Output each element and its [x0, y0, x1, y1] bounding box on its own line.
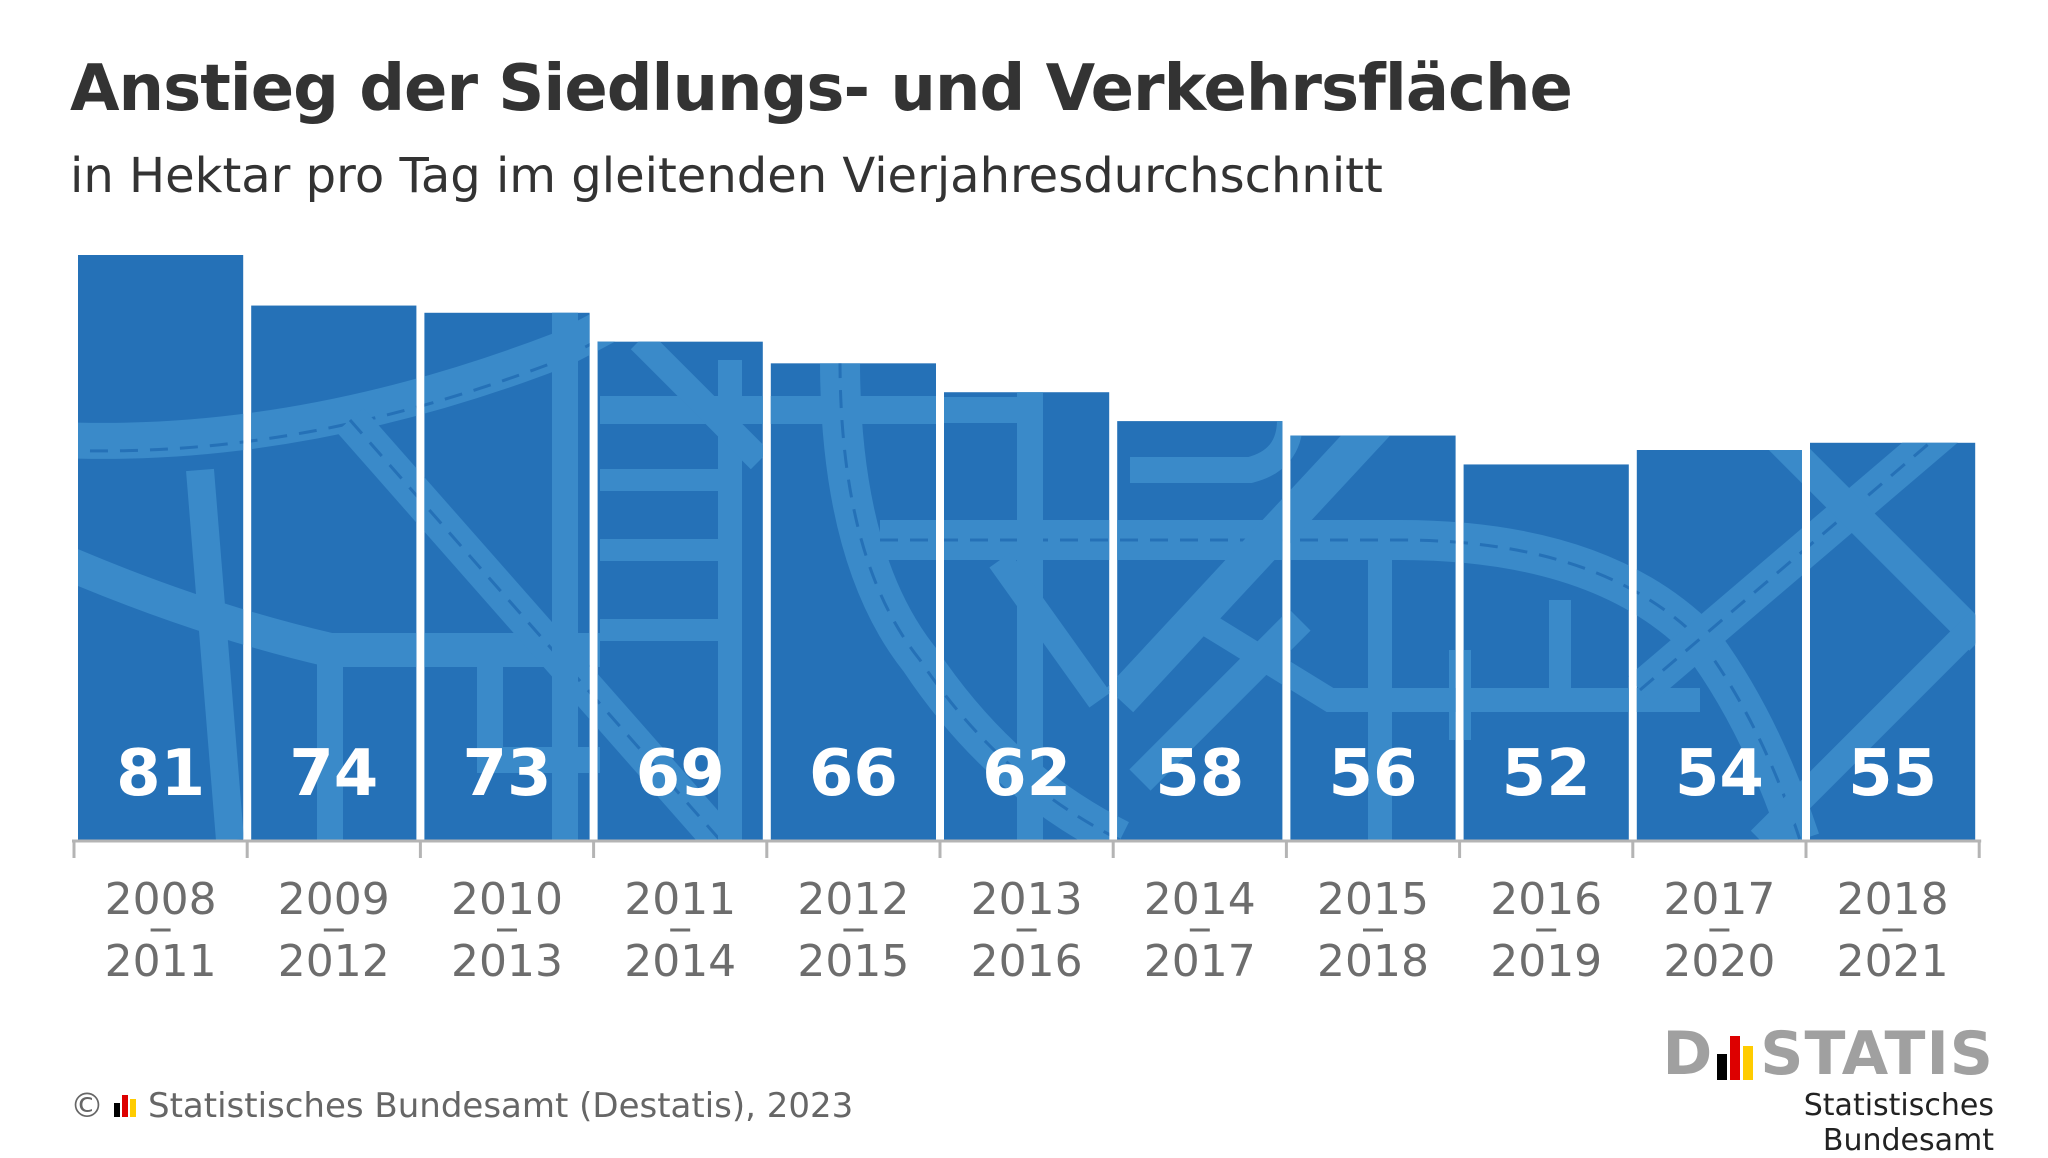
tick-label-start-4: 2012	[797, 874, 909, 925]
tick-label-end-7: 2018	[1317, 936, 1429, 987]
tick-label-end-4: 2015	[797, 936, 909, 987]
destatis-logo: D STATIS Statistisches Bundesamt	[1654, 1024, 1994, 1158]
value-labels: 81 74 73 69 66 62 58 56 52 54 55	[116, 737, 1937, 811]
logo-word-right: STATIS	[1760, 1019, 1994, 1089]
tick-label-start-2: 2010	[451, 874, 563, 925]
value-label-4: 66	[809, 737, 898, 811]
value-label-6: 58	[1155, 737, 1244, 811]
tick-label-start-8: 2016	[1490, 874, 1602, 925]
value-label-8: 52	[1502, 737, 1591, 811]
value-label-2: 73	[462, 737, 551, 811]
bar-chart: 81 74 73 69 66 62 58 56 52 54 55 20082011200920122…	[72, 255, 1982, 987]
tick-label-end-6: 2017	[1144, 936, 1256, 987]
logo-subtitle: Statistisches Bundesamt	[1803, 1088, 1994, 1158]
value-label-0: 81	[116, 737, 205, 811]
tick-label-end-8: 2019	[1490, 936, 1602, 987]
logo-word-left: D	[1662, 1019, 1714, 1089]
tick-label-start-10: 2018	[1837, 874, 1949, 925]
chart-title: Anstieg der Siedlungs- und Verkehrsfläch…	[70, 52, 1573, 126]
copyright-symbol: ©	[70, 1086, 104, 1126]
tick-label-end-5: 2016	[971, 936, 1083, 987]
x-axis	[72, 839, 1982, 858]
value-label-3: 69	[636, 737, 725, 811]
value-label-1: 74	[289, 737, 378, 811]
tick-label-start-3: 2011	[624, 874, 736, 925]
tick-label-start-5: 2013	[971, 874, 1083, 925]
tick-label-start-0: 2008	[105, 874, 217, 925]
value-label-5: 62	[982, 737, 1071, 811]
flag-icon	[114, 1095, 138, 1117]
value-label-9: 54	[1675, 737, 1764, 811]
logo-flag-icon	[1717, 1036, 1756, 1080]
tick-label-start-7: 2015	[1317, 874, 1429, 925]
tick-label-start-1: 2009	[278, 874, 390, 925]
chart-subtitle: in Hektar pro Tag im gleitenden Vierjahr…	[70, 148, 1383, 204]
value-label-10: 55	[1848, 737, 1937, 811]
tick-label-start-6: 2014	[1144, 874, 1256, 925]
tick-label-start-9: 2017	[1663, 874, 1775, 925]
tick-label-end-10: 2021	[1837, 936, 1949, 987]
tick-label-end-9: 2020	[1663, 936, 1775, 987]
tick-labels: 2008 2011 2009 2012 2010 2013 2011 2014 2012 2015…	[105, 874, 1949, 987]
tick-label-end-0: 2011	[105, 936, 217, 987]
tick-label-end-3: 2014	[624, 936, 736, 987]
value-label-7: 56	[1328, 737, 1417, 811]
source-text: Statistisches Bundesamt (Destatis), 2023	[148, 1086, 854, 1126]
source-footer: © Statistisches Bundesamt (Destatis), 20…	[70, 1086, 853, 1126]
tick-label-end-1: 2012	[278, 936, 390, 987]
tick-label-end-2: 2013	[451, 936, 563, 987]
